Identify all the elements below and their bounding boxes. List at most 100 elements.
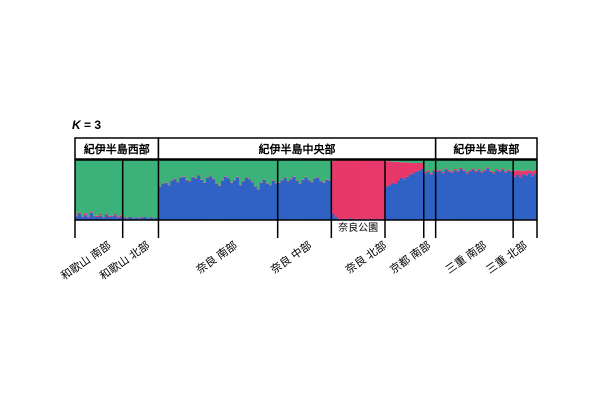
ancestry-bar-segment — [507, 169, 511, 171]
ancestry-bar-segment — [426, 172, 431, 220]
ancestry-bar-segment — [119, 215, 124, 217]
ancestry-bar-segment — [399, 178, 404, 220]
ancestry-bar-segment — [429, 160, 434, 174]
ancestry-bar-segment — [510, 172, 514, 220]
ancestry-bar-segment — [244, 160, 249, 178]
ancestry-bar-segment — [322, 182, 326, 183]
ancestry-bar-segment — [107, 160, 112, 216]
ancestry-bar-segment — [310, 181, 314, 183]
ancestry-bar-segment — [492, 173, 496, 220]
plot-frame — [74, 159, 538, 221]
ancestry-bar-segment — [486, 168, 490, 220]
ancestry-bar-segment — [244, 178, 249, 220]
ancestry-bar-segment — [221, 160, 225, 181]
ancestry-bar-segment — [534, 173, 538, 220]
k-value-label: K = 3 — [72, 118, 101, 132]
ancestry-bar-segment — [286, 160, 290, 181]
ancestry-bar-segment — [206, 160, 210, 178]
ancestry-bar-segment — [510, 160, 514, 171]
ancestry-bar-segment — [516, 170, 520, 175]
ancestry-bar-segment — [480, 171, 484, 173]
ancestry-bar-segment — [441, 172, 445, 174]
ancestry-bar-segment — [462, 170, 466, 220]
ancestry-bar-segment — [256, 189, 261, 190]
ancestry-bar-segment — [241, 160, 246, 181]
ancestry-bar-segment — [167, 160, 171, 185]
ancestry-bar-segment — [262, 179, 267, 180]
ancestry-bar-segment — [95, 160, 100, 216]
ancestry-bar-segment — [125, 217, 129, 219]
ancestry-bar-segment — [250, 160, 255, 182]
ancestry-bar-segment — [373, 160, 377, 220]
ancestry-bar-segment — [107, 217, 112, 220]
ancestry-bar-segment — [259, 182, 264, 183]
ancestry-bar-segment — [313, 178, 317, 220]
ancestry-bar-segment — [286, 181, 290, 182]
population-bars — [331, 160, 386, 220]
ancestry-bar-segment — [164, 182, 168, 183]
ancestry-bar-segment — [444, 160, 448, 169]
ancestry-bar-segment — [218, 160, 222, 186]
ancestry-bar-segment — [143, 217, 147, 220]
ancestry-bar-segment — [384, 161, 389, 187]
ancestry-bar-segment — [149, 217, 153, 220]
population-label: 奈良 南部 — [193, 238, 240, 276]
ancestry-bar-segment — [393, 184, 398, 220]
ancestry-bar-segment — [322, 182, 326, 220]
ancestry-bar-segment — [465, 173, 469, 220]
ancestry-bar-segment — [182, 176, 186, 177]
ancestry-bar-segment — [209, 160, 213, 176]
ancestry-bar-segment — [235, 177, 240, 220]
ancestry-bar-segment — [468, 170, 472, 172]
ancestry-bar-segment — [212, 179, 216, 220]
ancestry-bar-segment — [408, 160, 413, 163]
ancestry-bar-segment — [453, 160, 457, 169]
ancestry-bar-segment — [441, 160, 445, 172]
ancestry-bar-segment — [206, 177, 210, 178]
ancestry-bar-segment — [274, 183, 279, 220]
ancestry-bar-segment — [146, 218, 150, 220]
k-symbol: K — [72, 118, 81, 132]
ancestry-bar-segment — [298, 160, 302, 184]
ancestry-bar-segment — [140, 217, 144, 218]
ancestry-bar-segment — [328, 160, 332, 181]
ancestry-bar-segment — [185, 160, 189, 180]
ancestry-bar-segment — [465, 160, 469, 172]
ancestry-bar-segment — [101, 217, 106, 218]
ancestry-bar-segment — [197, 175, 201, 220]
ancestry-bar-segment — [80, 160, 85, 217]
ancestry-bar-segment — [292, 160, 296, 177]
ancestry-bar-segment — [411, 160, 416, 163]
ancestry-bar-segment — [376, 160, 380, 220]
ancestry-bar-segment — [459, 169, 463, 220]
ancestry-bar-segment — [227, 178, 231, 220]
ancestry-bar-segment — [343, 160, 347, 219]
ancestry-bar-segment — [116, 160, 121, 217]
ancestry-bar-segment — [283, 178, 287, 220]
ancestry-bar-segment — [474, 160, 478, 171]
ancestry-bar-segment — [513, 170, 517, 177]
population-bars — [423, 160, 437, 220]
ancestry-bar-segment — [149, 217, 153, 218]
ancestry-bar-segment — [450, 172, 454, 220]
ancestry-bar-segment — [295, 181, 299, 220]
ancestry-bar-segment — [504, 172, 508, 220]
ancestry-bar-segment — [307, 179, 311, 181]
ancestry-bar-segment — [435, 172, 439, 220]
ancestry-bar-segment — [435, 160, 439, 171]
ancestry-bar-segment — [432, 170, 437, 220]
ancestry-bar-segment — [268, 160, 273, 185]
ancestry-bar-segment — [227, 178, 231, 179]
ancestry-bar-segment — [477, 170, 481, 220]
ancestry-bar-segment — [495, 170, 499, 220]
ancestry-bar-segment — [495, 169, 499, 171]
ancestry-bar-segment — [253, 186, 258, 187]
ancestry-bar-segment — [402, 160, 407, 163]
ancestry-bar-segment — [504, 160, 508, 172]
ancestry-bar-segment — [244, 177, 249, 178]
ancestry-bar-segment — [89, 212, 94, 220]
ancestry-bar-segment — [313, 178, 317, 179]
ancestry-bar-segment — [116, 217, 121, 220]
population-bars — [122, 160, 159, 220]
ancestry-bar-segment — [522, 160, 526, 171]
